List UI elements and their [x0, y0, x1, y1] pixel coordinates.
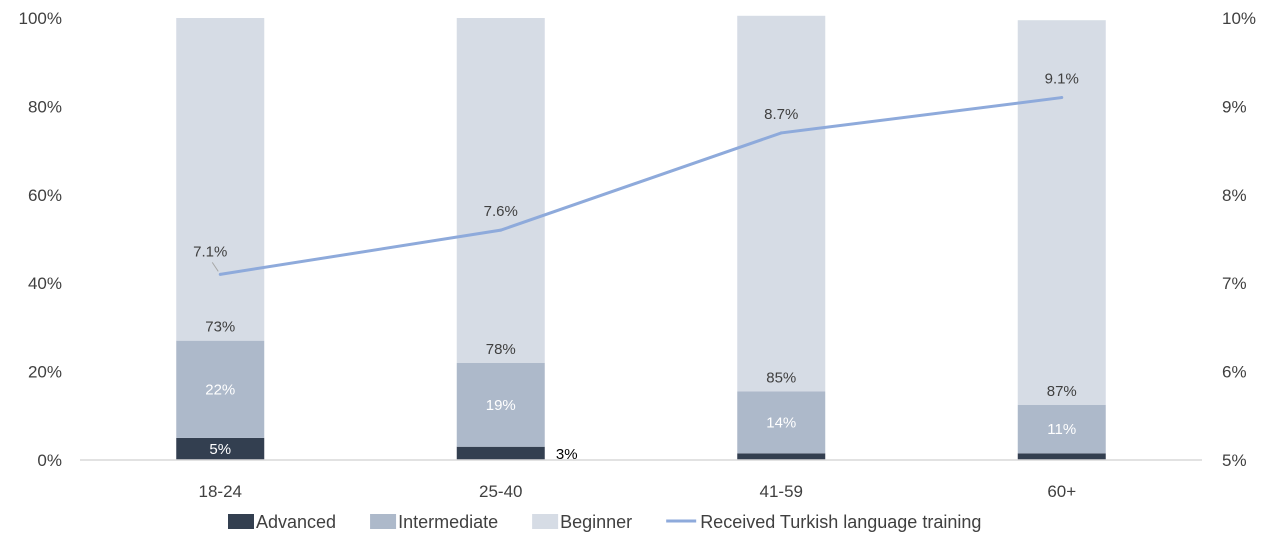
bar-advanced: [737, 453, 826, 460]
bar-intermediate: [176, 340, 265, 438]
y-right-tick-label: 9%: [1222, 97, 1247, 116]
bar-advanced: [176, 437, 265, 460]
legend-label-intermediate: Intermediate: [398, 512, 498, 532]
y-left-tick-label: 100%: [19, 9, 62, 28]
line-data-label: 9.1%: [1045, 71, 1079, 88]
bar-intermediate: [456, 362, 545, 447]
x-category-label: 18-24: [199, 482, 242, 501]
line-series-received-training: [220, 96, 1062, 276]
bar-data-label: 87%: [1047, 383, 1077, 400]
bar-data-label: 78%: [486, 341, 516, 358]
y-right-tick-label: 10%: [1222, 9, 1256, 28]
bar-beginner: [456, 18, 545, 363]
y-left-tick-label: 60%: [28, 186, 62, 205]
bar-data-label: 11%: [1047, 421, 1076, 438]
line-point: [499, 228, 503, 232]
legend-label-received-training: Received Turkish language training: [700, 512, 981, 532]
bar-advanced: [456, 446, 545, 460]
bar-advanced: [1017, 453, 1106, 460]
bar-beginner: [176, 18, 265, 341]
line-point: [779, 131, 783, 135]
bar-data-label: 22%: [205, 381, 235, 398]
bar-intermediate: [1017, 404, 1106, 454]
legend-swatch-intermediate: [370, 514, 397, 529]
y-left-tick-label: 80%: [28, 97, 62, 116]
y-left-tick-label: 40%: [28, 274, 62, 293]
legend-label-advanced: Advanced: [256, 512, 336, 532]
bar-beginner: [737, 15, 826, 392]
legend-label-beginner: Beginner: [560, 512, 632, 532]
line-point: [1060, 96, 1064, 100]
x-category-label: 25-40: [479, 482, 522, 501]
x-category-label: 60+: [1047, 482, 1076, 501]
bar-data-label: 5%: [209, 441, 231, 458]
line-data-label: 7.1%: [193, 243, 227, 260]
bar-data-label: 73%: [205, 319, 235, 336]
x-category-label: 41-59: [760, 482, 803, 501]
bar-intermediate: [737, 391, 826, 454]
bar-data-label: 14%: [766, 414, 796, 431]
y-left-tick-label: 20%: [28, 363, 62, 382]
line-data-label: 7.6%: [484, 203, 518, 220]
y-right-tick-label: 5%: [1222, 451, 1247, 470]
legend-swatch-advanced: [228, 514, 254, 529]
y-right-tick-label: 6%: [1222, 363, 1247, 382]
y-right-tick-label: 7%: [1222, 274, 1247, 293]
y-left-tick-label: 0%: [37, 451, 62, 470]
line-data-label: 8.7%: [764, 106, 798, 123]
y-right-tick-label: 8%: [1222, 186, 1247, 205]
bar-beginner: [1017, 20, 1106, 405]
legend-swatch-beginner: [532, 514, 559, 529]
bar-data-label: 85%: [766, 369, 796, 386]
bar-data-label: 19%: [486, 397, 516, 414]
line-point: [218, 272, 222, 276]
bar-data-label: 3%: [556, 446, 578, 463]
leader-line: [211, 262, 219, 272]
